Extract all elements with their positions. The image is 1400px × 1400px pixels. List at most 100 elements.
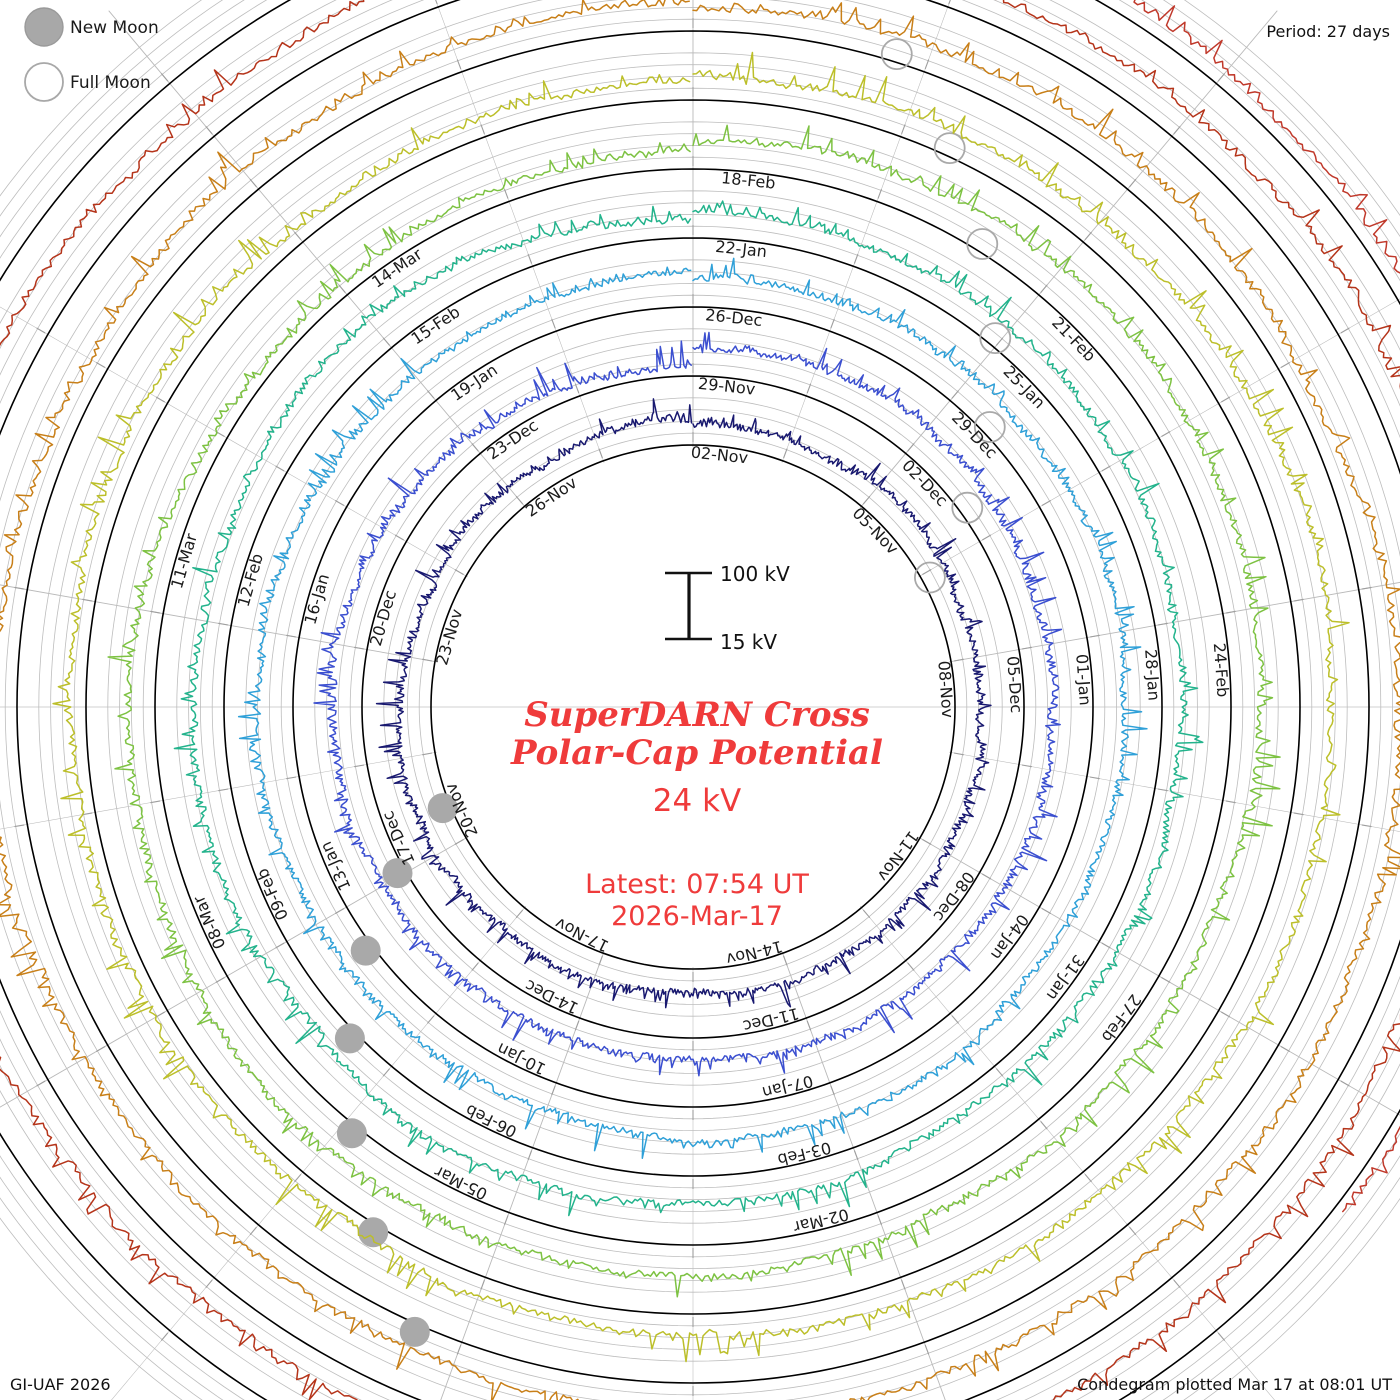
ring-tick: [574, 383, 580, 394]
full-moon-marker: [966, 228, 999, 260]
ring-tick: [1173, 125, 1181, 135]
ring-level-gridline: [130, 145, 1256, 1270]
ring-tick: [394, 534, 404, 541]
ring-tick: [503, 189, 509, 199]
ring-tick: [853, 1150, 859, 1161]
ring-tick: [853, 253, 859, 264]
grid-spoke: [917, 836, 1400, 1116]
data-trace: [375, 398, 992, 1009]
grid-spoke: [949, 751, 1400, 832]
full-moon-marker: [979, 322, 1012, 355]
ring-tick: [286, 776, 297, 780]
ring-date-label: 25-Jan: [999, 362, 1049, 412]
data-trace: [313, 331, 1063, 1077]
ring-tick: [1021, 646, 1032, 650]
ring-tick: [1101, 942, 1111, 949]
ring-level-gridline: [107, 121, 1279, 1293]
ring-date-label: 16-Jan: [300, 572, 333, 627]
ring-tick: [1293, 598, 1304, 602]
ring-date-label: 04-Jan: [987, 911, 1033, 964]
ring-tick: [382, 337, 391, 346]
ring-tick: [215, 977, 225, 983]
ring-tick: [1021, 764, 1032, 768]
ring-tick: [907, 962, 915, 971]
ring-tick: [527, 1150, 533, 1161]
ring-tick: [36, 327, 46, 334]
ring-tick: [160, 73, 169, 82]
new-moon-marker: [336, 1118, 367, 1149]
ring-tick: [1221, 396, 1231, 403]
new-moon-marker: [334, 1023, 365, 1054]
moon-markers: [334, 38, 1012, 1347]
ring-tick: [480, 1280, 485, 1290]
ring-level-gridline: [38, 52, 1348, 1362]
ring-tick: [435, 0, 438, 5]
data-trace: [237, 257, 1148, 1159]
ring-tick: [598, 448, 603, 459]
grid-spoke: [859, 906, 1275, 1400]
ring-tick: [454, 839, 464, 845]
ring-tick: [1157, 622, 1168, 626]
ring-tick: [1340, 1080, 1350, 1087]
ring-tick: [982, 873, 992, 880]
ring-tick: [1157, 788, 1168, 792]
ring-tick: [1161, 977, 1171, 983]
ring-tick: [982, 534, 992, 541]
ring-date-label: 14-Nov: [724, 937, 784, 969]
ring-date-label: 05-Dec: [1003, 655, 1026, 713]
ring-tick: [953, 658, 964, 662]
ring-level-gridline: [199, 214, 1187, 1201]
ring-baseline: [154, 168, 1232, 1246]
ring-tick: [335, 500, 345, 506]
ring-date-label: 11-Mar: [167, 531, 201, 591]
ring-date-label: 21-Feb: [1048, 313, 1100, 365]
ring-tick: [830, 318, 835, 329]
ring-tick: [1129, 178, 1137, 188]
ring-tick: [294, 1173, 302, 1183]
ring-date-label: 26-Nov: [522, 473, 580, 521]
ring-date-label: 02-Nov: [690, 442, 749, 467]
ring-baseline: [361, 375, 1025, 1039]
ring-tick: [598, 955, 603, 966]
ring-tick: [995, 337, 1004, 346]
ring-level-gridline: [176, 190, 1210, 1224]
ring-tick: [335, 908, 345, 914]
ring-tick: [218, 788, 229, 792]
ring-tick: [1084, 231, 1092, 241]
grid-spoke: [0, 584, 437, 663]
ring-tick: [1129, 1226, 1137, 1236]
grid-spoke: [0, 836, 469, 1108]
ring-tick: [515, 495, 524, 505]
ring-tick: [862, 909, 871, 919]
ring-tick: [150, 800, 161, 804]
ring-tick: [82, 598, 93, 602]
ring-baseline: [85, 99, 1301, 1315]
ring-tick: [953, 752, 964, 756]
ring-level-gridline: [245, 259, 1141, 1155]
ring-tick: [1089, 776, 1100, 780]
ring-date-label: 02-Mar: [791, 1205, 851, 1237]
ring-date-label: 08-Nov: [934, 660, 957, 719]
ring-tick: [155, 396, 165, 403]
ring-tick: [96, 362, 106, 368]
ring-tick: [14, 586, 25, 590]
ring-date-label: 24-Feb: [1210, 642, 1233, 698]
ring-tick: [218, 622, 229, 626]
ring-tick: [877, 1215, 883, 1225]
ring-tick: [907, 443, 915, 452]
ring-tick: [783, 955, 788, 966]
full-moon-marker: [951, 491, 984, 524]
ring-tick: [249, 1226, 257, 1236]
ring-tick: [783, 448, 788, 459]
grid-spoke: [781, 951, 946, 1400]
ring-tick: [338, 284, 346, 293]
